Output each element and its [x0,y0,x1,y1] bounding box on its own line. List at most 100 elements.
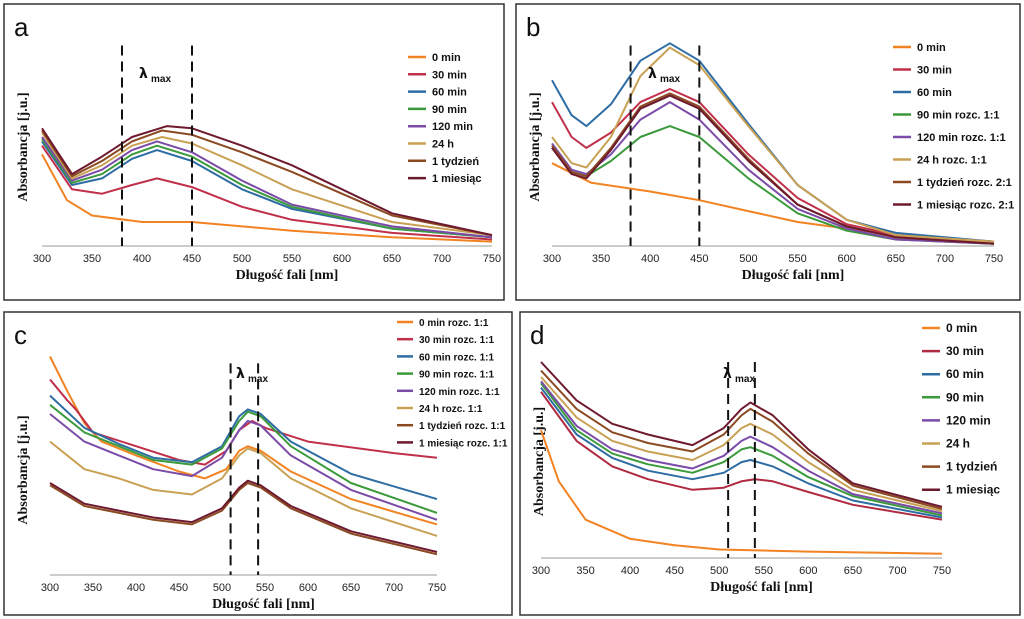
legend-label: 90 min rozc. 1:1 [419,370,494,381]
x-tick-label: 500 [233,253,251,265]
panel-a: a 300 350 400 450 500 550 600 650 700 750 Długość f… [3,3,505,301]
legend-label: 60 min [432,87,467,99]
series-line [540,369,943,510]
legend-label: 1 tydzień rozc. 1:1 [419,421,506,432]
series-line [41,132,493,237]
legend-label: 120 min rozc. 1:1 [917,132,1006,144]
legend-label: 0 min [946,321,977,335]
x-tick-label: 600 [333,253,351,265]
x-tick-label: 650 [383,253,401,265]
x-tick-label: 400 [127,582,145,594]
legend: 0 min 30 min 60 min 90 min 120 min 24 h 1 tydz… [408,52,482,185]
series-line [41,140,493,239]
y-axis-title: Absorbancja [j.u.] [16,92,31,201]
lambda-label: λ [139,66,148,82]
legend-label: 1 tydzień [432,156,479,168]
legend-label: 1 miesiąc [432,173,482,185]
lambda-subscript: max [151,74,171,85]
panel-letter: d [530,320,544,350]
x-tick-label: 550 [256,582,274,594]
panel-b: b 300 350 400 450 500 550 600 650 700 750 Długość f… [515,3,1021,301]
lambda-label: λ [723,366,732,382]
x-tick-label: 550 [788,253,806,265]
panel-letter: a [14,12,29,42]
legend-label: 120 min [432,121,473,133]
x-axis-title: Długość fali [nm] [742,268,845,283]
series-line [540,429,943,555]
series-line [551,46,995,243]
legend-label: 30 min [946,344,984,358]
x-tick-label: 700 [385,582,403,594]
x-tick-label: 450 [665,565,683,577]
panel-c: c 300 350 400 450 500 550 600 650 700 750 Długość f… [3,311,513,616]
panel-letter: b [526,12,540,42]
panel-d: d 300 350 400 450 500 550 600 650 700 750 Długość f… [519,311,1021,616]
legend-label: 1 tydzień rozc. 2:1 [917,177,1012,189]
y-axis-title: Absorbancja [j.u.] [532,407,547,516]
legend: 0 min 30 min 60 min 90 min rozc. 1:1 120 min… [893,42,1014,212]
x-tick-label: 650 [342,582,360,594]
series-line [41,145,493,241]
x-tick-label: 750 [428,582,446,594]
x-axis-title: Długość fali [nm] [236,268,339,283]
lambda-subscript: max [735,374,755,385]
x-tick-label: 400 [621,565,639,577]
series-line [551,101,995,245]
legend-label: 24 h [432,139,454,151]
x-tick-label: 750 [483,253,501,265]
series-line [551,88,995,243]
x-tick-label: 450 [690,253,708,265]
x-tick-label: 600 [837,253,855,265]
lambda-label: λ [648,66,657,82]
legend-label: 60 min [946,367,984,381]
panel-frame [3,3,505,301]
legend-label: 1 tydzień [946,460,997,474]
x-tick-label: 700 [433,253,451,265]
x-tick-label: 300 [532,565,550,577]
lambda-subscript: max [660,74,680,85]
legend: 0 min 30 min 60 min 90 min 120 min 24 h 1 tydz… [922,321,1000,497]
x-tick-label: 450 [183,253,201,265]
x-tick-label: 550 [755,565,773,577]
x-tick-label: 600 [299,582,317,594]
legend-label: 30 min [432,69,467,81]
x-tick-label: 350 [576,565,594,577]
panel-frame [519,311,1021,616]
y-axis-title: Absorbancja [j.u.] [16,415,31,524]
x-tick-label: 400 [133,253,151,265]
series-line [540,361,943,508]
lambda-subscript: max [248,374,268,385]
x-tick-label: 300 [33,253,51,265]
series-line [41,136,493,239]
series-line [551,94,995,245]
series-line [540,391,943,521]
x-tick-label: 500 [710,565,728,577]
legend-label: 60 min rozc. 1:1 [419,352,494,363]
x-tick-label: 750 [985,253,1003,265]
series-line [49,378,438,466]
legend-label: 30 min rozc. 1:1 [419,335,494,346]
legend-label: 90 min [946,390,984,404]
x-tick-label: 550 [283,253,301,265]
legend-label: 0 min [917,42,946,54]
series-line [540,386,943,519]
legend-label: 24 h rozc. 1:1 [419,404,483,415]
x-tick-label: 700 [888,565,906,577]
legend-label: 30 min [917,65,952,77]
legend-label: 90 min rozc. 1:1 [917,110,1000,122]
y-axis-title: Absorbancja [j.u.] [528,92,543,201]
x-tick-label: 300 [543,253,561,265]
legend-label: 24 h [946,437,970,451]
legend-label: 1 miesiąc rozc. 1:1 [419,438,508,449]
legend-label: 1 miesiąc [946,483,1000,497]
x-axis-title: Długość fali [nm] [212,597,315,612]
legend-label: 120 min [946,413,991,427]
x-tick-label: 400 [641,253,659,265]
series-line [540,380,943,515]
x-tick-label: 500 [739,253,757,265]
series-line [41,138,493,239]
x-tick-label: 350 [84,582,102,594]
x-tick-label: 350 [83,253,101,265]
legend-label: 0 min rozc. 1:1 [419,318,489,329]
legend: 0 min rozc. 1:1 30 min rozc. 1:1 60 min ro… [397,318,508,449]
